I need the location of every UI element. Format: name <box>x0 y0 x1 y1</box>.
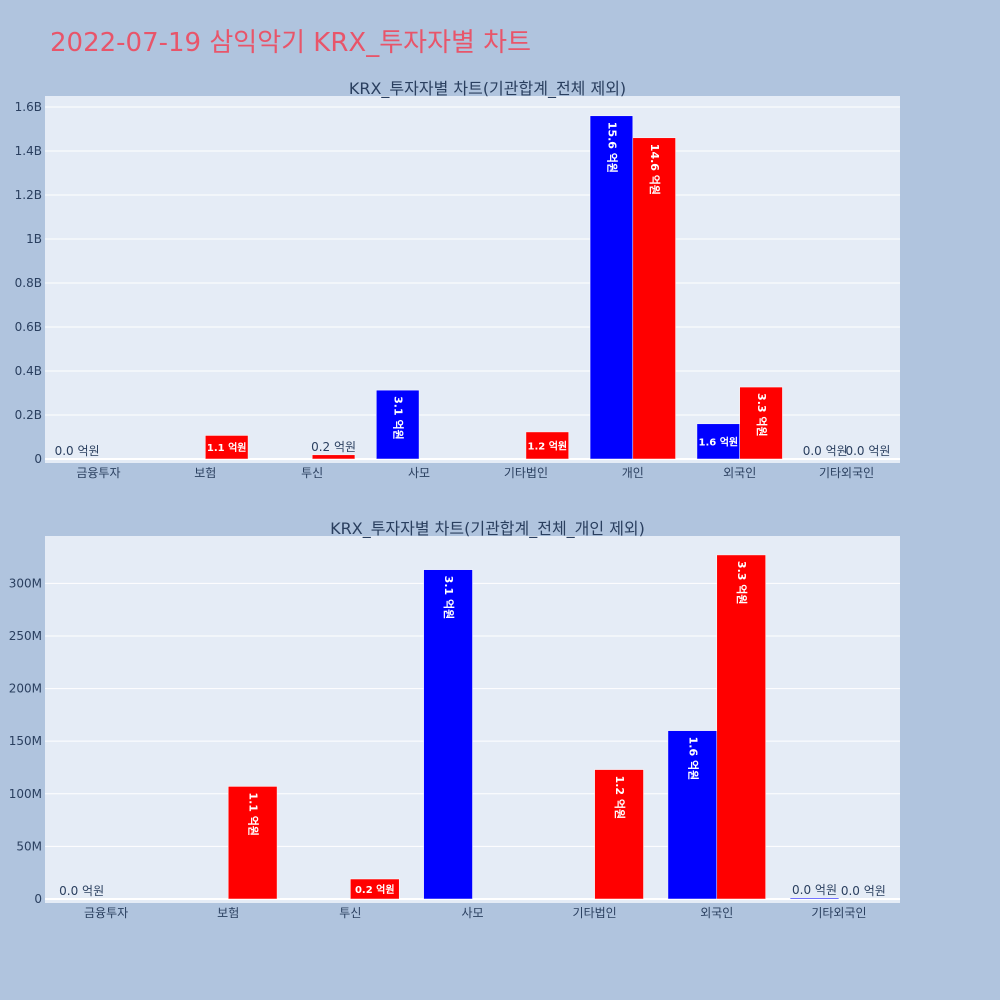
page-title: 2022-07-19 삼익악기 KRX_투자자별 차트 <box>50 28 532 58</box>
y-tick-label: 150M <box>9 734 42 748</box>
data-label: 0.0 억원 <box>841 884 886 898</box>
bar <box>632 137 676 460</box>
data-label: 0.0 억원 <box>55 444 100 458</box>
x-tick-label: 개인 <box>622 466 644 480</box>
data-label: 3.3 억원 <box>755 393 769 437</box>
y-tick-label: 100M <box>9 787 42 801</box>
bar <box>589 115 634 460</box>
data-label: 0.0 억원 <box>59 884 104 898</box>
data-label: 1.1 억원 <box>247 792 261 836</box>
bar <box>376 389 420 460</box>
y-tick-label: 0.8B <box>15 276 42 290</box>
bar <box>594 769 644 900</box>
bar <box>311 454 356 460</box>
bar <box>716 554 766 900</box>
y-tick-label: 300M <box>9 576 42 590</box>
y-tick-label: 0.6B <box>15 320 42 334</box>
chart-title: KRX_투자자별 차트(기관합계_전체 제외) <box>349 79 626 99</box>
x-tick-label: 보험 <box>194 466 216 480</box>
y-tick-label: 1.6B <box>15 100 42 114</box>
bar <box>789 897 840 900</box>
bar <box>525 431 569 460</box>
data-label: 15.6 억원 <box>605 122 619 173</box>
x-tick-label: 보험 <box>217 906 239 920</box>
data-label: 3.1 억원 <box>442 576 456 620</box>
bar <box>205 435 249 460</box>
x-tick-label: 기타외국인 <box>811 906 866 920</box>
x-tick-label: 외국인 <box>700 906 733 920</box>
data-label: 14.6 억원 <box>648 144 662 195</box>
data-label: 0.0 억원 <box>803 444 848 458</box>
y-tick-label: 0.2B <box>15 408 42 422</box>
x-tick-label: 금융투자 <box>84 906 128 920</box>
y-tick-label: 0 <box>34 452 42 466</box>
x-tick-label: 기타법인 <box>504 466 548 480</box>
data-label: 0.2 억원 <box>355 883 395 896</box>
y-tick-label: 1B <box>26 232 42 246</box>
bar <box>423 569 473 900</box>
chart-1: 0 0.2B 0.4B 0.6B 0.8B 1B 1.2B 1.4B 1.6B KRX_투자자별 … <box>15 79 900 480</box>
x-tick-label: 투신 <box>339 906 361 920</box>
data-label: 3.1 억원 <box>392 396 406 440</box>
data-label: 0.0 억원 <box>792 883 837 897</box>
data-label: 1.2 억원 <box>528 439 568 452</box>
x-tick-label: 사모 <box>461 906 483 920</box>
x-tick-label: 투신 <box>301 466 323 480</box>
y-tick-label: 250M <box>9 629 42 643</box>
x-tick-label: 금융투자 <box>76 466 120 480</box>
bar <box>739 386 783 460</box>
bar <box>350 878 400 900</box>
chart-title: KRX_투자자별 차트(기관합계_전체_개인 제외) <box>330 519 645 539</box>
y-tick-label: 0.4B <box>15 364 42 378</box>
y-tick-label: 50M <box>16 839 42 853</box>
data-label: 1.6 억원 <box>686 737 700 781</box>
data-label: 3.3 억원 <box>735 561 749 605</box>
y-tick-label: 1.4B <box>15 144 42 158</box>
data-label: 0.2 억원 <box>311 440 356 454</box>
x-tick-label: 기타법인 <box>573 906 617 920</box>
data-label: 1.2 억원 <box>613 776 627 820</box>
y-tick-label: 0 <box>34 892 42 906</box>
bar <box>227 786 278 900</box>
data-label: 1.1 억원 <box>207 441 247 454</box>
x-tick-label: 기타외국인 <box>819 466 874 480</box>
y-tick-label: 1.2B <box>15 188 42 202</box>
y-tick-label: 200M <box>9 682 42 696</box>
data-label: 0.0 억원 <box>845 444 890 458</box>
chart-2: 0 50M 100M 150M 200M 250M 300M KRX_투자자별 차트(기관합계… <box>9 519 900 920</box>
bar <box>667 730 718 900</box>
x-tick-label: 사모 <box>408 466 430 480</box>
x-tick-label: 외국인 <box>723 466 756 480</box>
data-label: 1.6 억원 <box>699 435 739 448</box>
